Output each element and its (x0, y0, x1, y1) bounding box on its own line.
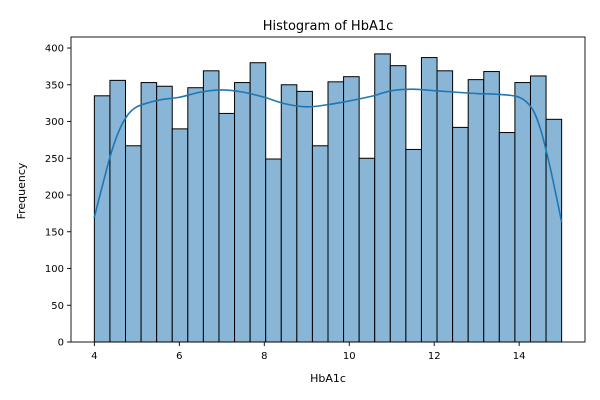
histogram-bar (156, 85, 173, 343)
y-tick-label: 50 (51, 301, 64, 312)
histogram-bar (467, 79, 485, 343)
y-tick-label: 200 (45, 191, 64, 202)
histogram-bar (218, 112, 236, 343)
y-tick-label: 150 (45, 227, 64, 238)
chart-title: Histogram of HbA1c (263, 19, 394, 34)
kde-group (93, 88, 563, 223)
histogram-bar (171, 128, 189, 343)
x-ticks-group: 4 6 8 10 12 14 (91, 342, 526, 362)
y-ticks-group: 0 50 100 150 200 250 300 350 400 (45, 44, 71, 349)
histogram-bar (109, 79, 127, 343)
y-tick-label: 400 (45, 44, 64, 55)
x-tick-label: 8 (261, 351, 267, 362)
bars-group (93, 53, 563, 343)
histogram-bar (374, 53, 391, 343)
x-tick-label: 6 (176, 351, 182, 362)
histogram-bar (265, 158, 282, 343)
histogram-bar (358, 157, 376, 343)
histogram-bar (498, 132, 516, 343)
histogram-bar (343, 76, 360, 343)
histogram-bar (202, 70, 220, 343)
histogram-bar (187, 87, 204, 343)
histogram-bar (545, 118, 563, 343)
histogram-bar (529, 75, 547, 343)
histogram-bar (125, 145, 142, 343)
histogram-bar (420, 57, 438, 343)
histogram-bar (249, 62, 267, 343)
histogram-bar (514, 82, 531, 343)
histogram-bar (93, 95, 111, 343)
histogram-bar (280, 84, 298, 343)
y-axis-label: Frequency (15, 162, 28, 219)
histogram-bar (452, 126, 469, 343)
histogram-bar (296, 90, 313, 343)
histogram-bar (234, 82, 251, 343)
y-tick-label: 300 (45, 117, 64, 128)
histogram-bar (140, 82, 158, 343)
histogram-bar (327, 81, 345, 343)
y-tick-label: 250 (45, 154, 64, 165)
x-axis-label: HbA1c (310, 372, 346, 385)
y-tick-label: 0 (58, 338, 64, 349)
y-tick-label: 100 (45, 264, 64, 275)
y-tick-label: 350 (45, 80, 64, 91)
x-tick-label: 14 (513, 351, 526, 362)
plot-frame (70, 36, 586, 343)
histogram-bar (436, 70, 454, 343)
x-tick-label: 12 (428, 351, 441, 362)
histogram-bar (311, 145, 329, 343)
kde-line (93, 88, 563, 223)
x-tick-label: 4 (91, 351, 97, 362)
axes-group (70, 36, 586, 343)
histogram-bar (405, 148, 422, 343)
x-tick-label: 10 (343, 351, 356, 362)
histogram-bar (389, 65, 407, 343)
histogram-bar (483, 71, 500, 343)
